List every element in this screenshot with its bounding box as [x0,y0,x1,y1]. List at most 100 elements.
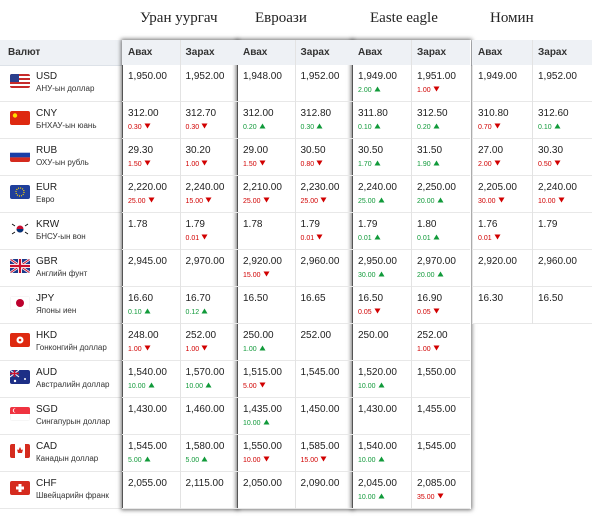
sell-rate: 1,585.00 [300,441,340,452]
column-divider [532,40,533,324]
rate-change: 25.00 [358,197,385,205]
trend-arrow [494,123,501,129]
flag [10,481,30,495]
buy-rate: 311.80 [358,108,388,119]
buy-rate: 1,948.00 [243,71,282,82]
row-separator [0,397,122,398]
rate-change: 35.00 [417,493,444,501]
trend-arrow [259,382,266,388]
row-separator [0,508,122,509]
rate-change: 10.00 [538,197,565,205]
rate-change: 0.01 [478,234,501,242]
trend-arrow [148,382,155,388]
buy-rate: 2,920.00 [478,256,517,267]
flag-icon [10,481,30,495]
sell-rate: 31.50 [417,145,443,156]
buy-rate: 2,205.00 [478,182,517,193]
trend-arrow [144,123,151,129]
rate-change: 20.00 [417,271,444,279]
buy-rate: 2,220.00 [128,182,167,193]
trend-arrow [433,86,440,92]
currency-code: AUD [36,367,58,378]
buy-rate: 1,435.00 [243,404,282,415]
row-separator [0,175,122,176]
flag-icon [10,333,30,347]
trend-arrow [263,271,270,277]
buy-rate: 1.79 [358,219,378,230]
currency-name: ОХУ-ын рубль [36,158,89,167]
flag [10,333,30,347]
buy-rate: 1,550.00 [243,441,282,452]
trend-arrow [433,160,440,166]
sell-rate: 16.90 [417,293,443,304]
rate-change: 25.00 [301,197,328,205]
trend-arrow [144,308,151,314]
column-divider [294,40,296,509]
sell-rate: 1,951.00 [417,71,456,82]
trend-arrow [374,308,381,314]
rate-change: 0.10 [128,308,151,316]
rate-change: 0.12 [186,308,209,316]
flag [10,148,30,162]
currency-name: БНСУ-ын вон [36,232,86,241]
currency-name: Сингапурын доллар [36,417,111,426]
rate-change: 25.00 [128,197,155,205]
trend-arrow [263,197,270,203]
flag [10,259,30,273]
rate-change: 10.00 [243,419,270,427]
trend-arrow [374,123,381,129]
currency-name: Гонконгийн доллар [36,343,107,352]
trend-arrow [201,345,208,351]
row-separator [0,471,122,472]
trend-arrow [205,197,212,203]
rate-change: 10.00 [358,382,385,390]
buy-rate: 29.30 [128,145,154,156]
trend-arrow [144,345,151,351]
sell-rate: 2,240.00 [185,182,225,193]
trend-arrow [378,271,385,277]
trend-arrow [320,456,327,462]
sell-rate: 312.70 [185,108,217,119]
buy-rate: 250.00 [358,330,389,341]
trend-arrow [437,493,444,499]
sell-rate: 2,090.00 [300,478,340,489]
trend-arrow [374,234,381,240]
rate-change: 0.20 [417,123,440,131]
flag-icon [10,185,30,199]
bank-title: Евроази [255,10,307,26]
sell-header: Зарах [300,47,330,58]
flag [10,74,30,88]
buy-rate: 1,540.00 [358,441,397,452]
rate-change: 0.05 [358,308,381,316]
rate-change: 15.00 [301,456,328,464]
sell-rate: 1.79 [538,219,558,230]
trend-arrow [378,493,385,499]
rate-change: 1.00 [417,86,440,94]
sell-rate: 1.80 [417,219,437,230]
row-separator [0,212,122,213]
rate-change: 2.00 [358,86,381,94]
sell-rate: 1,580.00 [185,441,225,452]
buy-rate: 16.50 [358,293,384,304]
rate-change: 20.00 [417,197,444,205]
rate-change: 30.00 [358,271,385,279]
trend-arrow [259,123,266,129]
sell-rate: 1,550.00 [417,367,456,378]
sell-rate: 2,970.00 [417,256,456,267]
sell-rate: 252.00 [417,330,448,341]
trend-arrow [437,271,444,277]
currency-code: GBR [36,256,58,267]
trend-arrow [201,308,208,314]
rate-change: 0.30 [301,123,324,131]
trend-arrow [378,197,385,203]
flag-icon [10,111,30,125]
rate-change: 0.70 [478,123,501,131]
currency-name: Японы иен [36,306,77,315]
rate-change: 1.00 [186,345,209,353]
currency-code: RUB [36,145,58,156]
buy-rate: 2,050.00 [243,478,282,489]
buy-rate: 1,430.00 [358,404,397,415]
flag [10,222,30,236]
row-separator [0,434,122,435]
